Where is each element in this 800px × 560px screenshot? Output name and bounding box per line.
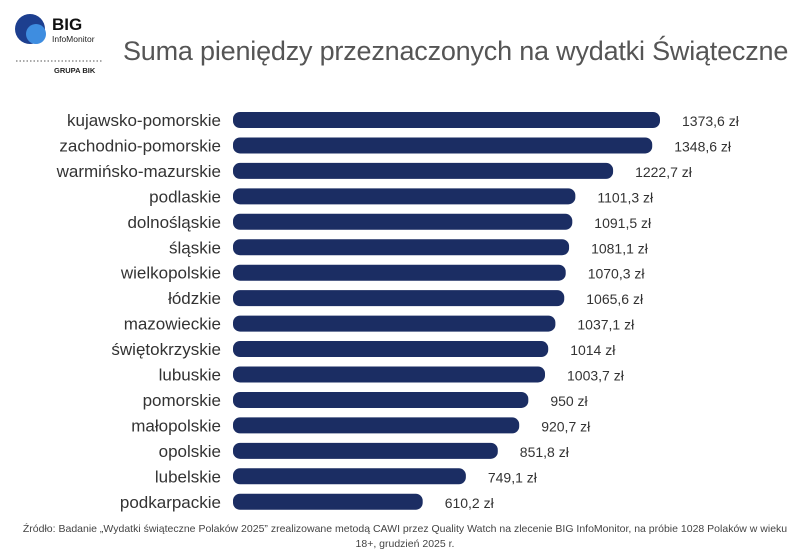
- value-label: 1037,1 zł: [577, 317, 635, 333]
- category-label: podlaskie: [149, 187, 221, 206]
- value-label: 1065,6 zł: [586, 291, 644, 307]
- category-label: wielkopolskie: [120, 264, 221, 283]
- value-label: 749,1 zł: [488, 469, 538, 485]
- logo-graphic: BIG InfoMonitor GRUPA BIK: [15, 14, 102, 75]
- category-label: świętokrzyskie: [111, 340, 221, 359]
- category-label: łódzkie: [168, 289, 221, 308]
- value-label: 1014 zł: [570, 342, 616, 358]
- big-infomonitor-logo: BIG InfoMonitor GRUPA BIK: [14, 12, 104, 77]
- bar: [233, 213, 573, 230]
- svg-text:InfoMonitor: InfoMonitor: [52, 34, 95, 44]
- bar: [233, 137, 653, 154]
- source-note: Źródło: Badanie „Wydatki świąteczne Pola…: [22, 523, 788, 550]
- category-label: mazowieckie: [124, 315, 221, 334]
- value-label: 1091,5 zł: [594, 215, 652, 231]
- category-label: dolnośląskie: [127, 213, 221, 232]
- bar: [233, 442, 498, 459]
- category-label: małopolskie: [131, 416, 221, 435]
- value-label: 851,8 zł: [520, 444, 570, 460]
- bar: [233, 290, 565, 307]
- bar: [233, 112, 660, 128]
- bar: [233, 162, 614, 179]
- bar: [233, 341, 549, 358]
- value-label: 610,2 zł: [445, 495, 495, 511]
- svg-text:BIG: BIG: [52, 15, 82, 34]
- bar: [233, 417, 520, 434]
- category-label: kujawsko-pomorskie: [67, 111, 221, 130]
- value-label: 1222,7 zł: [635, 164, 693, 180]
- bar: [233, 391, 529, 408]
- value-label: 1348,6 zł: [674, 138, 732, 154]
- category-label: warmińsko-mazurskie: [56, 162, 221, 181]
- bar: [233, 188, 576, 205]
- svg-text:GRUPA BIK: GRUPA BIK: [54, 66, 96, 75]
- value-label: 1070,3 zł: [588, 266, 646, 282]
- value-label: 1101,3 zł: [597, 189, 654, 205]
- value-label: 1373,6 zł: [682, 113, 740, 129]
- value-label: 950 zł: [550, 393, 588, 409]
- bar: [233, 239, 570, 256]
- bar: [233, 493, 423, 510]
- chart-title: Suma pieniędzy przeznaczonych na wydatki…: [123, 36, 789, 66]
- bar: [233, 468, 466, 485]
- category-label: lubelskie: [155, 467, 221, 486]
- category-label: pomorskie: [143, 391, 221, 410]
- category-label: lubuskie: [159, 366, 221, 385]
- bar: [233, 264, 566, 281]
- bar: [233, 366, 546, 383]
- category-label: zachodnio-pomorskie: [59, 136, 221, 155]
- bar: [233, 315, 556, 332]
- value-label: 1003,7 zł: [567, 368, 625, 384]
- category-label: podkarpackie: [120, 493, 221, 512]
- bar-chart: kujawsko-pomorskie 1373,6 zł zachodnio-pom…: [56, 111, 740, 512]
- value-label: 920,7 zł: [541, 418, 591, 434]
- category-label: opolskie: [159, 442, 221, 461]
- value-label: 1081,1 zł: [591, 240, 649, 256]
- category-label: śląskie: [169, 238, 221, 257]
